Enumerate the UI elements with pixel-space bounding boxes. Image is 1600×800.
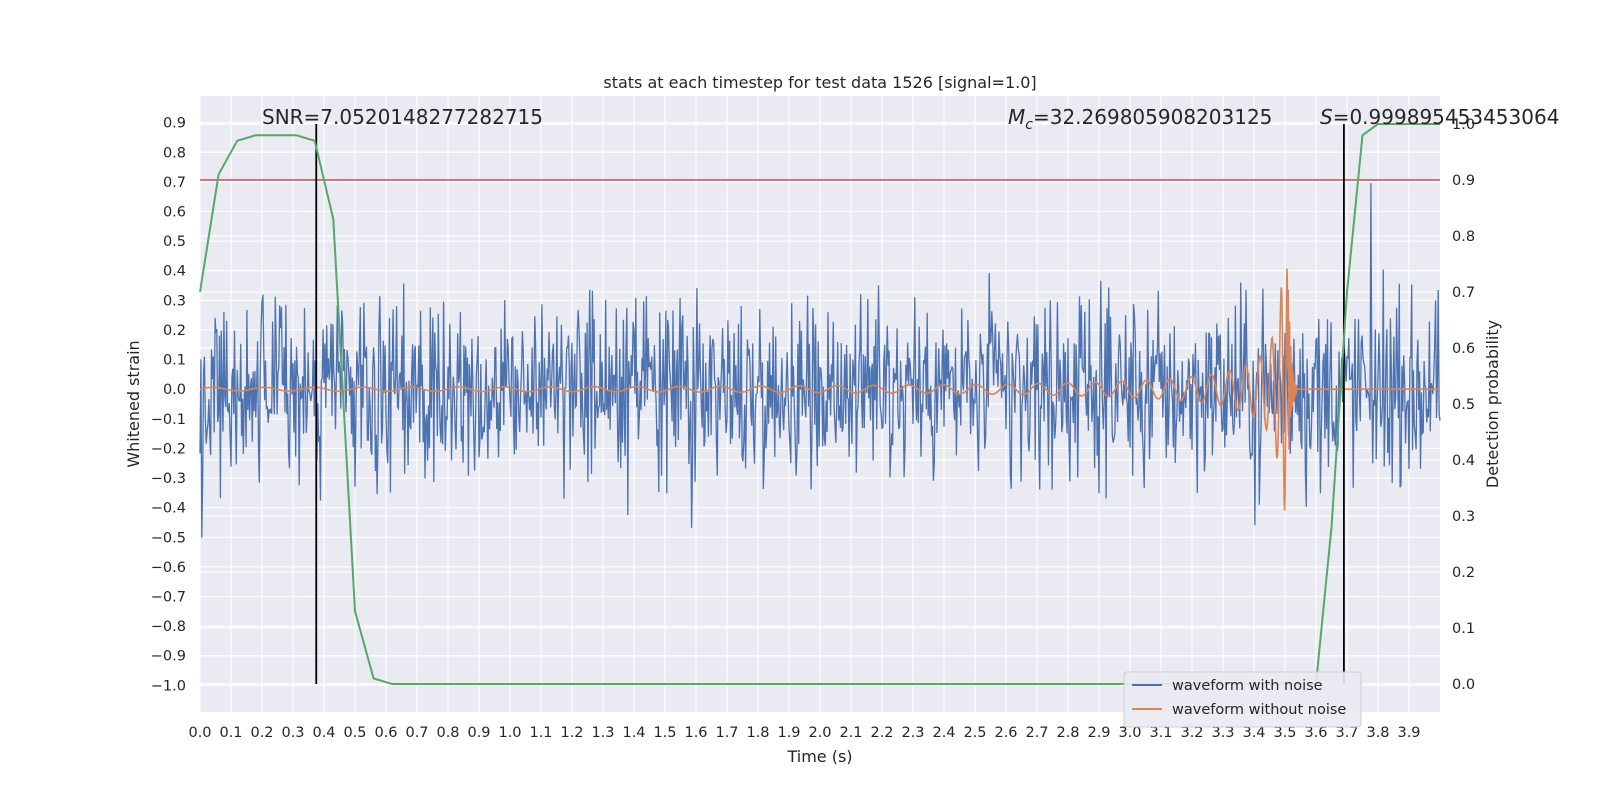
y-tick-label: −0.6 xyxy=(151,560,186,576)
x-tick-label: 2.4 xyxy=(932,725,955,741)
s-annotation: S=0.999895453453064 xyxy=(1320,105,1559,129)
x-tick-label: 1.3 xyxy=(591,725,614,741)
x-tick-label: 0.2 xyxy=(250,725,273,741)
y2-tick-label: 0.2 xyxy=(1452,565,1475,581)
y-tick-label: 0.6 xyxy=(163,205,186,221)
y2-tick-label: 1.0 xyxy=(1452,117,1475,133)
x-tick-label: 3.0 xyxy=(1118,725,1141,741)
x-tick-label: 2.1 xyxy=(839,725,862,741)
x-tick-label: 3.3 xyxy=(1211,725,1234,741)
y-tick-label: 0.1 xyxy=(163,353,186,369)
y-tick-label: −0.2 xyxy=(151,441,186,457)
x-tick-label: 2.3 xyxy=(901,725,924,741)
s-annotation-value: =0.999895453453064 xyxy=(1333,105,1560,129)
x-tick-label: 3.2 xyxy=(1180,725,1203,741)
y-tick-label: 0.5 xyxy=(163,234,186,250)
y2-tick-label: 0.5 xyxy=(1452,397,1475,413)
probability-line xyxy=(199,123,1440,685)
x-tick-label: 3.6 xyxy=(1304,725,1327,741)
x-tick-label: 1.9 xyxy=(777,725,800,741)
legend-label-clean: waveform without noise xyxy=(1172,702,1346,718)
y2-tick-label: 0.4 xyxy=(1452,453,1475,469)
y2-tick-label: 0.3 xyxy=(1452,509,1475,525)
y-tick-label: 0.2 xyxy=(163,323,186,339)
x-tick-label: 1.8 xyxy=(746,725,769,741)
x-tick-label: 0.8 xyxy=(436,725,459,741)
y2-tick-label: 0.9 xyxy=(1452,173,1475,189)
x-tick-label: 0.1 xyxy=(219,725,242,741)
vertical-markers xyxy=(315,124,1345,684)
y2-tick-label: 0.6 xyxy=(1452,341,1475,357)
legend-label-noise: waveform with noise xyxy=(1172,678,1323,694)
x-tick-label: 0.4 xyxy=(312,725,335,741)
x-tick-label: 1.5 xyxy=(653,725,676,741)
mc-annotation: Mc=32.269805908203125 xyxy=(1008,105,1272,133)
x-tick-label: 2.6 xyxy=(994,725,1017,741)
y-tick-label: 0.0 xyxy=(163,382,186,398)
y2-tick-label: 0.0 xyxy=(1452,677,1475,693)
y2-axis-label: Detection probability xyxy=(1483,320,1502,488)
x-tick-label: 0.9 xyxy=(467,725,490,741)
series-waveform-without-noise xyxy=(199,268,1440,511)
x-tick-label: 0.3 xyxy=(281,725,304,741)
series-waveform-with-noise xyxy=(199,183,1441,538)
x-tick-label: 1.7 xyxy=(715,725,738,741)
x-axis-label: Time (s) xyxy=(786,747,852,766)
x-tick-label: 1.1 xyxy=(529,725,552,741)
y-tick-label: −0.5 xyxy=(151,530,186,546)
x-tick-label: 0.6 xyxy=(374,725,397,741)
y-tick-label: 0.9 xyxy=(163,116,186,132)
y2-tick-label: 0.8 xyxy=(1452,229,1475,245)
y-tick-label: 0.4 xyxy=(163,264,186,280)
x-tick-labels: 0.0 0.1 0.2 0.3 0.4 0.5 0.6 0.7 0.8 0.9 1.0 1.1 1.2 1… xyxy=(188,725,1420,741)
x-tick-label: 1.4 xyxy=(622,725,645,741)
x-tick-label: 0.7 xyxy=(405,725,428,741)
y-tick-label: 0.8 xyxy=(163,145,186,161)
y-tick-label: −0.9 xyxy=(151,649,186,665)
x-tick-label: 2.7 xyxy=(1025,725,1048,741)
y-tick-label: −0.1 xyxy=(151,412,186,428)
y2-tick-label: 0.1 xyxy=(1452,621,1475,637)
legend: waveform with noise waveform without noi… xyxy=(1123,671,1362,728)
x-tick-label: 2.0 xyxy=(808,725,831,741)
chirp-line xyxy=(199,268,1440,511)
x-tick-label: 3.1 xyxy=(1149,725,1172,741)
y-axis-label: Whitened strain xyxy=(124,340,143,467)
y-tick-label: −0.4 xyxy=(151,501,186,517)
y-tick-label: 0.7 xyxy=(163,175,186,191)
y-tick-labels: 0.9 0.8 0.7 0.6 0.5 0.4 0.3 0.2 0.1 0.0 −0.1 −0.2 −0… xyxy=(151,116,186,695)
x-tick-label: 0.5 xyxy=(343,725,366,741)
x-tick-label: 3.9 xyxy=(1397,725,1420,741)
y-tick-label: 0.3 xyxy=(163,293,186,309)
y-tick-label: −1.0 xyxy=(151,678,186,694)
x-tick-label: 3.8 xyxy=(1366,725,1389,741)
x-tick-label: 2.9 xyxy=(1087,725,1110,741)
noise-line xyxy=(199,183,1441,538)
y-tick-label: −0.8 xyxy=(151,619,186,635)
mc-annotation-value: =32.269805908203125 xyxy=(1033,105,1272,129)
chart-title: stats at each timestep for test data 152… xyxy=(603,73,1036,92)
x-tick-label: 3.5 xyxy=(1273,725,1296,741)
x-tick-label: 3.4 xyxy=(1242,725,1265,741)
x-tick-label: 0.0 xyxy=(188,725,211,741)
x-tick-label: 1.6 xyxy=(684,725,707,741)
y-tick-label: −0.7 xyxy=(151,590,186,606)
y2-tick-labels: 1.0 0.9 0.8 0.7 0.6 0.5 0.4 0.3 0.2 0.1 0.0 xyxy=(1452,117,1475,693)
y2-tick-label: 0.7 xyxy=(1452,285,1475,301)
x-tick-label: 3.7 xyxy=(1335,725,1358,741)
legend-box xyxy=(1123,671,1362,728)
x-tick-label: 1.0 xyxy=(498,725,521,741)
series-detection-probability xyxy=(199,123,1440,685)
snr-annotation: SNR=7.0520148277282715 xyxy=(262,105,543,129)
x-tick-label: 2.8 xyxy=(1056,725,1079,741)
x-tick-label: 2.2 xyxy=(870,725,893,741)
x-tick-label: 1.2 xyxy=(560,725,583,741)
y-tick-label: −0.3 xyxy=(151,471,186,487)
x-tick-label: 2.5 xyxy=(963,725,986,741)
